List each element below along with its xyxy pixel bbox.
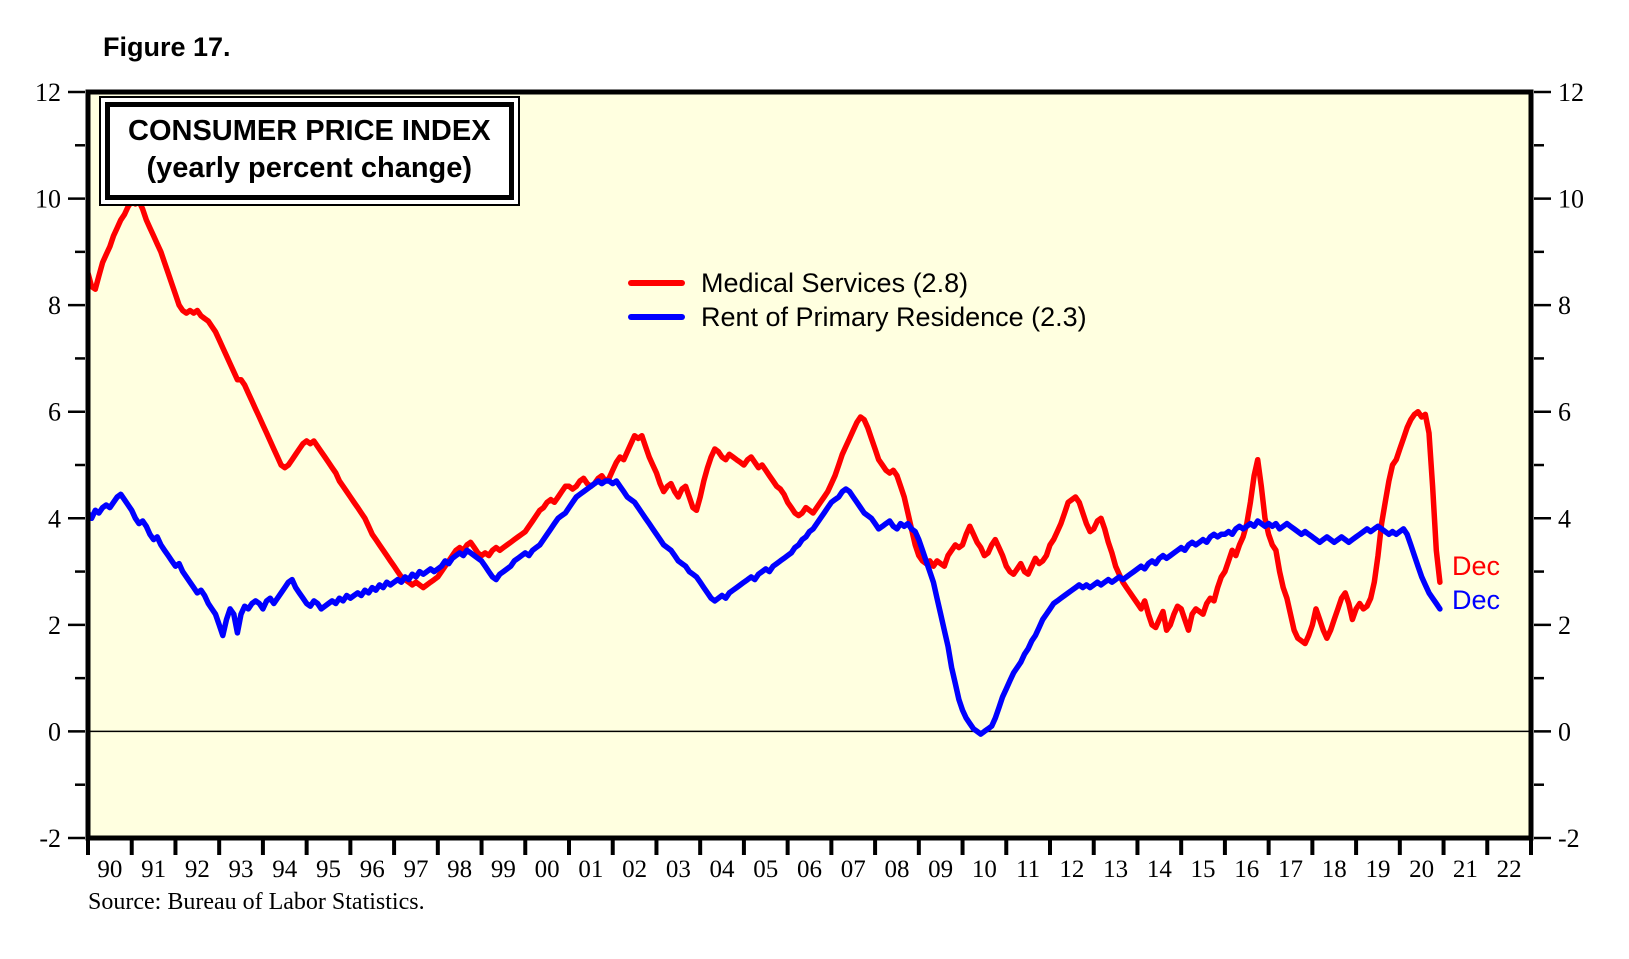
series-line-rent [88,478,1443,737]
x-tick-label: 92 [185,856,210,883]
y-tick-label-right: 0 [1558,717,1571,746]
x-tick-label: 07 [841,856,866,883]
legend: Medical Services (2.8) Rent of Primary R… [628,266,1087,334]
x-tick-label: 03 [666,856,691,883]
series-group [88,198,1443,737]
x-tick-label: 18 [1322,856,1347,883]
x-tick-label: 06 [797,856,822,883]
x-tick-label: 15 [1191,856,1216,883]
legend-label-medical-services: Medical Services (2.8) [701,267,969,298]
plot-border [85,89,1534,841]
y-tick-label-right: -2 [1558,824,1580,853]
y-tick-label-left: 2 [48,611,61,640]
y-tick-label-right: 6 [1558,398,1571,427]
x-tick-label: 19 [1365,856,1390,883]
x-tick-label: 95 [316,856,341,883]
x-tick-label: 13 [1103,856,1128,883]
series-end-label-medical: Dec [1452,551,1501,581]
x-tick-label: 02 [622,856,647,883]
x-tick-label: 20 [1409,856,1434,883]
x-tick-label: 00 [535,856,560,883]
series-line-medical-services [88,198,1443,647]
y-tick-label-left: 0 [48,717,61,746]
x-tick-label: 96 [360,856,385,883]
x-tick-label: 91 [141,856,166,883]
y-tick-label-right: 12 [1558,78,1584,107]
legend-item-rent: Rent of Primary Residence (2.3) [628,300,1087,334]
x-tick-label: 97 [403,856,428,883]
legend-swatch-blue-line [628,314,685,320]
x-tick-label: 22 [1497,856,1522,883]
x-tick-label: 11 [1016,856,1040,883]
x-tick-label: 99 [491,856,516,883]
x-tick-label: 93 [229,856,254,883]
x-tick-label: 17 [1278,856,1303,883]
y-tick-label-right: 8 [1558,291,1571,320]
y-tick-label-right: 2 [1558,611,1571,640]
source-note: Source: Bureau of Labor Statistics. [88,889,425,915]
chart-title-box-inner: CONSUMER PRICE INDEX (yearly percent cha… [105,102,514,201]
y-tick-label-right: 10 [1558,185,1584,214]
y-tick-label-left: 12 [35,78,61,107]
chart-subtitle: (yearly percent change) [146,152,473,185]
y-tick-label-left: 8 [48,291,61,320]
y-tick-label-left: 10 [35,185,61,214]
x-tick-label: 98 [447,856,472,883]
y-tick-label-left: 4 [48,504,61,533]
y-tick-label-right: 4 [1558,504,1571,533]
x-tick-label: 01 [578,856,603,883]
x-tick-label: 12 [1059,856,1084,883]
legend-item-medical-services: Medical Services (2.8) [628,266,1087,300]
x-tick-label: 94 [272,856,298,883]
series-end-label-rent: Dec [1452,585,1501,615]
y-tick-label-left: -2 [39,824,61,853]
x-tick-label: 16 [1234,856,1259,883]
legend-swatch-red-line [628,280,685,286]
x-tick-label: 21 [1453,856,1478,883]
x-tick-label: 90 [97,856,122,883]
legend-label-rent: Rent of Primary Residence (2.3) [701,301,1087,332]
figure-label: Figure 17. [103,32,231,62]
x-tick-label: 04 [710,856,736,883]
x-tick-label: 05 [753,856,778,883]
chart-title: CONSUMER PRICE INDEX [128,115,491,147]
x-tick-label: 10 [972,856,997,883]
chart-title-box: CONSUMER PRICE INDEX (yearly percent cha… [99,96,520,207]
x-tick-label: 14 [1147,856,1173,883]
x-tick-label: 09 [928,856,953,883]
x-tick-label: 08 [884,856,909,883]
y-tick-label-left: 6 [48,398,61,427]
